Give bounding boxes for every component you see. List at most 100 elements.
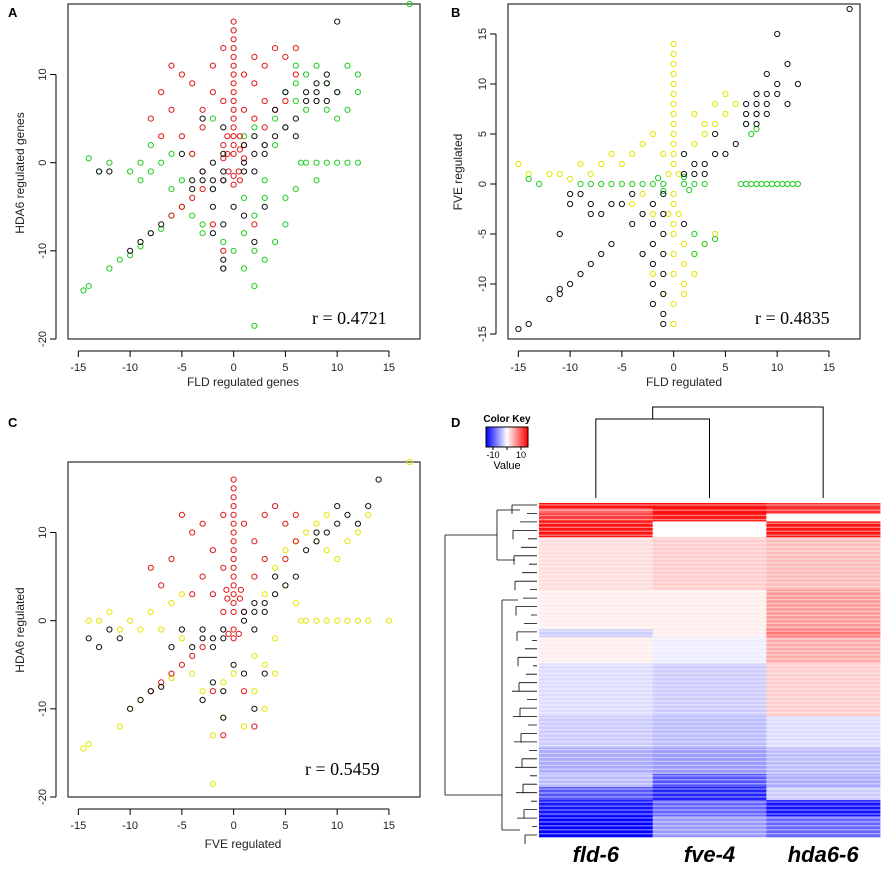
heatmap-cell	[652, 570, 767, 572]
point-red	[272, 45, 279, 52]
heatmap-cell	[766, 802, 881, 805]
heatmap-cell	[766, 591, 881, 593]
point-red	[220, 97, 227, 105]
heatmap-cell	[539, 549, 654, 551]
heatmap-cell	[539, 514, 654, 517]
point-black	[846, 5, 853, 13]
point-black	[209, 186, 216, 193]
point-black	[365, 503, 372, 510]
heatmap-cell	[766, 567, 881, 570]
point-yellow	[365, 617, 372, 624]
point-yellow	[354, 617, 361, 624]
point-black	[649, 220, 657, 228]
point-yellow	[675, 210, 682, 218]
point-green	[178, 177, 185, 184]
heatmap-cell	[539, 760, 654, 763]
point-black	[753, 100, 760, 108]
point-green	[292, 62, 299, 69]
x-axis-label-a: FLD regulated genes	[187, 375, 299, 389]
heatmap-cell	[652, 623, 767, 626]
heatmap-cell	[539, 827, 654, 830]
heatmap-cell	[652, 781, 767, 784]
heatmap-cell	[539, 702, 654, 705]
point-green	[789, 180, 796, 188]
heatmap-cell	[766, 798, 881, 801]
heatmap-cell	[539, 729, 654, 731]
x-tick-label: 5	[722, 362, 728, 374]
point-black	[251, 133, 258, 140]
x-tick-label: -10	[122, 362, 138, 374]
heatmap-cell	[652, 562, 767, 564]
point-green	[587, 180, 594, 188]
heatmap-cell	[539, 792, 654, 794]
point-black	[691, 160, 698, 168]
heatmap-cell	[766, 692, 881, 694]
point-black	[158, 683, 165, 690]
heatmap-cell	[539, 789, 654, 792]
point-yellow	[722, 110, 729, 118]
heatmap-cell	[539, 505, 654, 508]
heatmap-cell	[766, 716, 881, 718]
heatmap-cell	[652, 691, 767, 693]
heatmap-cell	[766, 530, 881, 533]
point-green	[354, 71, 361, 78]
heatmap-cell	[539, 622, 654, 625]
heatmap-cell	[539, 752, 654, 755]
heatmap-cell	[652, 762, 767, 764]
color-key-bar	[485, 426, 529, 448]
heatmap-cell	[652, 642, 767, 644]
heatmap-cell	[539, 793, 654, 796]
heatmap-cell	[766, 554, 881, 556]
heatmap-cell	[652, 588, 767, 591]
point-black	[334, 18, 341, 25]
point-green	[303, 159, 310, 166]
heatmap-cell	[766, 815, 881, 818]
point-green	[680, 173, 688, 181]
point-red	[230, 485, 237, 492]
heatmap-cell	[539, 613, 654, 616]
point-yellow	[670, 230, 677, 238]
heatmap-cell	[539, 658, 654, 660]
heatmap-cell	[766, 758, 881, 760]
heatmap-cell	[539, 696, 654, 698]
heatmap-cell	[652, 547, 767, 550]
heatmap-cell	[766, 810, 881, 813]
heatmap-cell	[766, 756, 881, 759]
heatmap-cell	[766, 687, 881, 689]
point-yellow	[670, 220, 677, 228]
point-black	[251, 168, 258, 175]
heatmap-cell	[766, 630, 881, 633]
heatmap-cell	[652, 643, 767, 646]
point-black	[261, 608, 268, 616]
heatmap-cell	[539, 577, 654, 580]
heatmap-cell	[652, 667, 767, 669]
point-yellow	[251, 652, 258, 660]
heatmap-cell	[766, 783, 881, 785]
heatmap-cell	[539, 819, 654, 822]
heatmap-cell	[539, 781, 654, 784]
heatmap-cell	[766, 520, 881, 522]
point-black	[587, 260, 594, 268]
x-tick-label: -5	[177, 362, 187, 374]
heatmap-cell	[766, 633, 881, 635]
heatmap-cell	[766, 725, 881, 727]
heatmap-cell	[652, 759, 767, 762]
point-black	[261, 142, 268, 149]
heatmap-cell	[539, 642, 654, 644]
heatmap-cell	[766, 579, 881, 581]
point-red	[261, 511, 268, 519]
heatmap-cell	[766, 581, 881, 584]
heatmap-cell	[652, 738, 767, 740]
heatmap-cell	[766, 668, 881, 671]
point-black	[649, 280, 657, 288]
heatmap-cell	[539, 777, 654, 780]
point-yellow	[649, 210, 657, 218]
heatmap-cell	[766, 743, 881, 746]
point-red	[199, 106, 206, 113]
heatmap-cell	[539, 779, 654, 781]
point-red	[230, 36, 237, 43]
heatmap-cell	[539, 668, 654, 671]
heatmap-cell	[539, 652, 654, 655]
point-yellow	[577, 160, 584, 168]
heatmap-cell	[652, 835, 767, 838]
